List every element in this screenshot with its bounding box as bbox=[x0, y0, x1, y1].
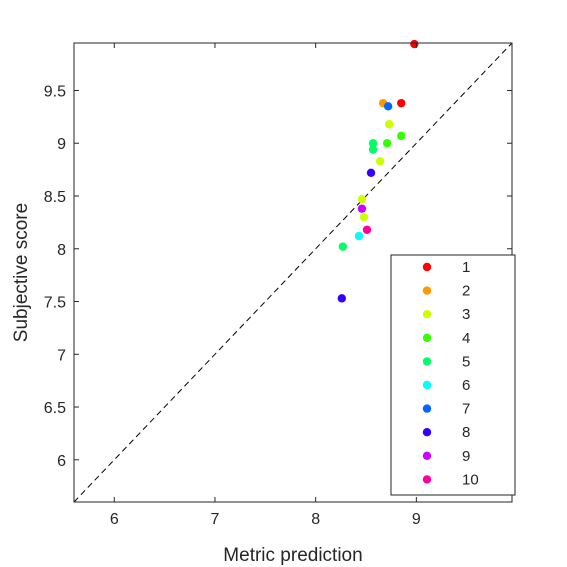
legend-marker-series-3 bbox=[422, 310, 432, 319]
legend-label-series-8: 8 bbox=[462, 424, 470, 441]
y-tick-label: 7.5 bbox=[44, 295, 66, 312]
y-tick-label: 7 bbox=[57, 347, 66, 364]
x-tick-label: 9 bbox=[412, 511, 421, 528]
legend-label-series-1: 1 bbox=[462, 259, 470, 276]
x-tick-label: 8 bbox=[311, 511, 320, 528]
data-point-series-3-1 bbox=[384, 120, 394, 129]
data-point-series-4-1 bbox=[397, 131, 406, 141]
x-axis-title: Metric prediction bbox=[223, 545, 362, 566]
y-tick-label: 6.5 bbox=[44, 400, 66, 417]
legend-marker-series-9 bbox=[422, 451, 432, 460]
legend-box bbox=[390, 254, 516, 496]
legend: 1 2 3 4 5 6 7 8 9 10 bbox=[390, 254, 516, 496]
data-point-series-9-1 bbox=[357, 204, 367, 213]
legend-marker-series-4 bbox=[422, 333, 432, 342]
data-point-series-6-1 bbox=[354, 231, 364, 241]
data-point-series-3-3 bbox=[357, 194, 367, 204]
legend-marker-series-5 bbox=[422, 357, 432, 366]
identity-reference-line bbox=[73, 42, 513, 503]
y-tick-label: 9 bbox=[57, 136, 66, 153]
data-point-series-4-2 bbox=[382, 139, 392, 148]
data-point-series-1-1 bbox=[410, 39, 419, 49]
data-point-series-7-1 bbox=[383, 102, 393, 111]
data-point-series-1-2 bbox=[397, 98, 406, 108]
legend-label-series-5: 5 bbox=[462, 353, 470, 370]
data-point-series-5-2 bbox=[368, 145, 378, 154]
reference-line-layer bbox=[73, 42, 513, 503]
data-point-series-10-1 bbox=[362, 225, 372, 234]
legend-label-series-3: 3 bbox=[462, 306, 470, 323]
legend-marker-series-2 bbox=[422, 286, 432, 295]
legend-label-series-4: 4 bbox=[462, 330, 470, 347]
legend-marker-series-7 bbox=[422, 404, 432, 413]
axis-ticks-layer: 6 7 8 9 6 6.5 7 7.5 8 8.5 9 9.5 bbox=[44, 43, 512, 528]
y-tick-label: 8 bbox=[57, 242, 66, 259]
y-tick-label: 6 bbox=[57, 453, 66, 470]
y-axis-title: Subjective score bbox=[11, 203, 32, 342]
data-point-series-8-2 bbox=[337, 294, 347, 303]
y-tick-label: 8.5 bbox=[44, 189, 66, 206]
y-tick-label: 9.5 bbox=[44, 83, 66, 100]
legend-label-series-10: 10 bbox=[462, 471, 479, 488]
legend-label-series-7: 7 bbox=[462, 401, 470, 418]
legend-label-series-2: 2 bbox=[462, 283, 470, 300]
legend-marker-series-10 bbox=[422, 475, 432, 484]
data-point-series-3-4 bbox=[359, 212, 369, 222]
legend-label-series-6: 6 bbox=[462, 377, 470, 394]
legend-marker-series-1 bbox=[422, 262, 432, 272]
data-point-series-5-1 bbox=[368, 139, 378, 148]
legend-label-series-9: 9 bbox=[462, 448, 470, 465]
x-tick-label: 7 bbox=[211, 511, 220, 528]
x-tick-label: 6 bbox=[110, 511, 119, 528]
legend-marker-series-6 bbox=[422, 380, 432, 390]
data-point-series-3-2 bbox=[375, 156, 385, 166]
data-point-series-5-3 bbox=[338, 242, 348, 251]
legend-marker-series-8 bbox=[422, 428, 432, 437]
data-points-layer bbox=[337, 39, 419, 303]
data-point-series-8-1 bbox=[366, 168, 376, 177]
